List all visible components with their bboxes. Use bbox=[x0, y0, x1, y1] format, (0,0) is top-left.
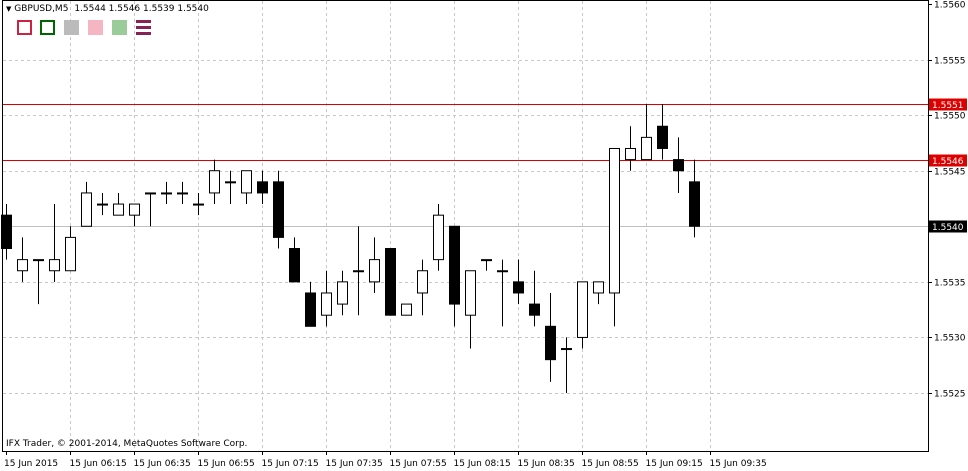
price-line-tag bbox=[929, 98, 967, 111]
bull-candle-body bbox=[209, 170, 220, 194]
bull-candle-body bbox=[401, 303, 412, 316]
bear-candle-body bbox=[289, 248, 300, 283]
y-tick-label: 1.5550 bbox=[934, 112, 966, 122]
bear-candle-body bbox=[1, 214, 12, 250]
x-tick-label: 15 Jun 06:15 bbox=[70, 459, 127, 469]
bear-candle-body bbox=[449, 225, 460, 305]
price-line-label: 1.5546 bbox=[932, 157, 964, 167]
bull-candle-body bbox=[225, 181, 236, 184]
y-tick-label: 1.5555 bbox=[934, 57, 966, 67]
bull-candle-body bbox=[481, 259, 492, 262]
x-tick-label: 15 Jun 2015 bbox=[4, 459, 58, 469]
bull-candle-body bbox=[241, 170, 252, 194]
x-tick-label: 15 Jun 08:55 bbox=[582, 459, 639, 469]
bull-candle-body bbox=[145, 192, 156, 195]
hamburger-menu-icon[interactable] bbox=[136, 20, 151, 35]
symbol-label: GBPUSD,M5 bbox=[14, 4, 69, 14]
price-axis[interactable]: 1.55251.55301.55351.55401.55451.55501.55… bbox=[928, 1, 967, 400]
gray-box-icon[interactable] bbox=[64, 20, 79, 35]
bull-candle-body bbox=[353, 270, 364, 273]
bull-candle-body bbox=[161, 192, 172, 195]
green-outline-box-icon[interactable] bbox=[40, 20, 55, 35]
copyright-text: IFX Trader, © 2001-2014, MetaQuotes Soft… bbox=[6, 439, 248, 449]
bull-candle-body bbox=[17, 259, 28, 272]
x-tick-label: 15 Jun 09:15 bbox=[646, 459, 703, 469]
bear-candle-body bbox=[689, 181, 700, 227]
price-line-tag bbox=[929, 154, 967, 167]
bull-candle-body bbox=[337, 281, 348, 305]
bear-candle-body bbox=[673, 159, 684, 172]
y-tick-label: 1.5560 bbox=[934, 1, 966, 11]
ohlc-quote: 1.5544 1.5546 1.5539 1.5540 bbox=[74, 4, 209, 14]
x-tick-label: 15 Jun 06:35 bbox=[134, 459, 191, 469]
light-green-box-icon[interactable] bbox=[112, 20, 127, 35]
bull-candle-body bbox=[625, 147, 636, 161]
bull-candle-body bbox=[33, 259, 44, 262]
bear-candle-body bbox=[305, 292, 316, 327]
dropdown-triangle-icon[interactable]: ▼ bbox=[6, 5, 12, 13]
x-tick-label: 15 Jun 06:55 bbox=[198, 459, 255, 469]
bull-candle-body bbox=[641, 136, 652, 161]
pink-box-icon[interactable] bbox=[88, 20, 103, 35]
bull-candle-body bbox=[321, 292, 332, 316]
bull-candle-body bbox=[193, 203, 204, 206]
bull-candle-body bbox=[129, 203, 140, 216]
bull-candle-body bbox=[609, 147, 620, 294]
bull-candle-body bbox=[81, 192, 92, 227]
bull-candle-body bbox=[49, 259, 60, 272]
y-tick-label: 1.5530 bbox=[934, 334, 966, 344]
bull-candle-body bbox=[369, 259, 380, 283]
x-tick-label: 15 Jun 07:35 bbox=[326, 459, 383, 469]
bull-candle-body bbox=[65, 236, 76, 272]
bull-candle-body bbox=[177, 192, 188, 195]
y-tick-label: 1.5545 bbox=[934, 168, 966, 178]
bull-candle-body bbox=[417, 270, 428, 294]
bull-candle-body bbox=[593, 281, 604, 294]
bear-candle-body bbox=[513, 281, 524, 294]
price-line-label: 1.5551 bbox=[932, 101, 964, 111]
bull-candle-body bbox=[465, 270, 476, 316]
bull-candle-body bbox=[433, 214, 444, 261]
bear-candle-body bbox=[273, 181, 284, 238]
x-tick-label: 15 Jun 09:35 bbox=[710, 459, 767, 469]
red-outline-box-icon[interactable] bbox=[17, 20, 32, 35]
bear-candle-body bbox=[529, 303, 540, 316]
chart-header: ▼ GBPUSD,M5 1.5544 1.5546 1.5539 1.5540 bbox=[6, 4, 209, 14]
y-tick-label: 1.5535 bbox=[934, 279, 966, 289]
bull-candle-body bbox=[97, 203, 108, 206]
bear-candle-body bbox=[657, 125, 668, 149]
bear-candle-body bbox=[385, 248, 396, 316]
y-tick-label: 1.5525 bbox=[934, 390, 966, 400]
candles bbox=[1, 104, 700, 393]
price-lines bbox=[3, 104, 928, 227]
bull-candle-body bbox=[577, 281, 588, 338]
bull-candle-body bbox=[561, 348, 572, 351]
bid-price-label: 1.5540 bbox=[932, 223, 964, 233]
bear-candle-body bbox=[257, 181, 268, 194]
x-tick-label: 15 Jun 08:15 bbox=[454, 459, 511, 469]
time-axis[interactable]: 15 Jun 2015 15 Jun 06:15 15 Jun 06:35 15 Ju… bbox=[4, 451, 767, 469]
bull-candle-body bbox=[497, 270, 508, 273]
bull-candle-body bbox=[113, 203, 124, 216]
x-tick-label: 15 Jun 08:35 bbox=[518, 459, 575, 469]
x-tick-label: 15 Jun 07:15 bbox=[262, 459, 319, 469]
bear-candle-body bbox=[545, 325, 556, 361]
x-tick-label: 15 Jun 07:55 bbox=[390, 459, 447, 469]
bid-price-tag bbox=[929, 220, 967, 233]
